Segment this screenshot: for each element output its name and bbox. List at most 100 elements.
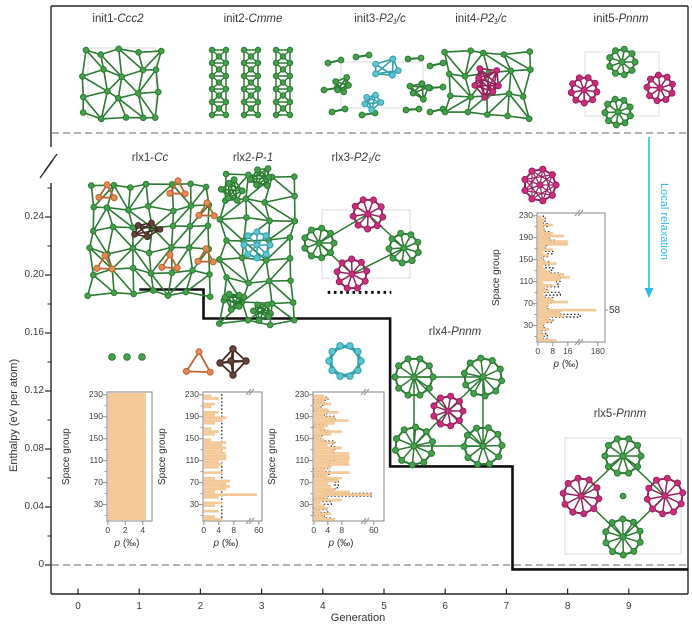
structure-label-rlx4: rlx4-Pnnm xyxy=(429,326,481,339)
x-tick-label: 3 xyxy=(258,601,265,612)
structure-label-init3: init3-P2₁/c xyxy=(354,13,406,26)
p-symbol: p xyxy=(553,359,560,370)
inset-x-tick-label: 2 xyxy=(122,525,128,535)
inset-y-tick-label: 30 xyxy=(299,498,309,509)
p-symbol: p xyxy=(114,538,121,549)
inset-x-tick-label: 60 xyxy=(369,525,379,535)
inset-y-tick-label: 110 xyxy=(519,275,533,286)
inset-x-tick-label: 0 xyxy=(105,525,111,535)
inset1-y-title: Space group xyxy=(61,428,72,485)
inset3-y-title: Space group xyxy=(267,428,278,485)
inset-y-tick-label: 30 xyxy=(93,498,103,509)
label-prefix: init5- xyxy=(593,13,619,25)
label-prefix: rlx1- xyxy=(131,152,155,164)
p-symbol: p xyxy=(213,538,220,549)
structure-rlx1 xyxy=(84,177,218,301)
label-prefix: rlx3- xyxy=(331,152,354,164)
label-spacegroup: P2₁/c xyxy=(480,13,507,25)
inset-2-bars xyxy=(203,394,258,521)
inset-x-tick-label: 4 xyxy=(216,525,222,535)
icon-brown-cluster xyxy=(216,345,250,379)
inset-y-tick-label: 110 xyxy=(185,454,199,465)
local-relaxation-label: Local relaxation xyxy=(658,183,670,261)
structure-label-init4: init4-P2₁/c xyxy=(455,13,507,26)
inset-y-tick-label: 70 xyxy=(299,476,309,487)
figure-frame xyxy=(39,5,689,595)
inset-x-tick-label: 8 xyxy=(231,525,237,535)
structure-label-rlx2: rlx2-P-1 xyxy=(233,152,273,165)
inset-x-tick-label: 0 xyxy=(535,346,541,356)
inset3-x-title: p (‰) xyxy=(316,538,366,550)
inset-y-tick-label: 70 xyxy=(523,297,533,308)
structure-label-init1: init1-Ccc2 xyxy=(92,13,143,26)
label-prefix: init1- xyxy=(92,13,118,25)
structure-init4 xyxy=(441,47,534,123)
structure-rlx2 xyxy=(216,165,299,329)
x-tick-label: 4 xyxy=(320,601,326,612)
x-tick-label: 1 xyxy=(136,601,142,612)
x-tick-label: 2 xyxy=(197,601,204,612)
inset-y-tick-label: 190 xyxy=(294,410,309,421)
enthalpy-step-line xyxy=(139,288,689,571)
structure-init5 xyxy=(567,45,676,129)
structure-label-rlx3: rlx3-P2₁/c xyxy=(331,152,380,165)
inset-4-bars xyxy=(537,215,597,342)
y-tick-label: 0.12 xyxy=(24,385,44,396)
icon-cyan-ring xyxy=(325,342,365,380)
inset-y-tick-label: 230 xyxy=(518,209,533,220)
label-spacegroup: Pnnm xyxy=(616,408,647,420)
structure-icosahedron xyxy=(521,165,560,205)
permille-unit: (‰) xyxy=(122,538,140,549)
icon-orange-triangle xyxy=(182,348,214,376)
y-tick-label: 0.20 xyxy=(24,269,44,280)
x-tick-label: 6 xyxy=(442,601,448,612)
x-tick-label: 0 xyxy=(75,601,81,612)
x-axis-title: Generation xyxy=(330,612,386,624)
y-tick-label: 0.24 xyxy=(24,211,44,222)
inset-y-tick-label: 230 xyxy=(294,388,309,399)
inset-y-tick-label: 70 xyxy=(93,476,103,487)
y-tick-label: 0.08 xyxy=(24,443,44,454)
label-spacegroup: P2₁/c xyxy=(379,13,406,25)
inset-y-tick-label: 110 xyxy=(89,454,103,465)
inset-x-tick-label: 16 xyxy=(563,346,573,356)
label-spacegroup: Cmme xyxy=(248,13,283,25)
inset4-x-title: p (‰) xyxy=(541,359,591,371)
label-prefix: init3- xyxy=(354,13,380,25)
inset-y-tick-label: 150 xyxy=(184,432,199,443)
local-relaxation-arrow xyxy=(644,137,654,298)
label-spacegroup: Pnnm xyxy=(618,13,649,25)
x-tick-label: 8 xyxy=(564,601,571,612)
inset-x-tick-label: 8 xyxy=(339,525,345,535)
spacegroup-58-annotation: 58 xyxy=(609,305,621,316)
y-tick-label: 0.04 xyxy=(24,501,44,512)
permille-unit: (‰) xyxy=(561,359,579,370)
inset-1-bars xyxy=(107,393,146,520)
inset2-y-title: Space group xyxy=(157,428,168,485)
x-tick-label: 5 xyxy=(381,601,387,612)
inset-y-tick-label: 190 xyxy=(184,410,199,421)
label-prefix: init2- xyxy=(223,13,249,25)
axis-ticks xyxy=(45,187,630,594)
inset-x-tick-label: 60 xyxy=(254,525,264,535)
label-spacegroup: P-1 xyxy=(255,152,274,164)
inset1-x-title: p (‰) xyxy=(102,538,152,550)
structure-rlx5 xyxy=(559,435,687,559)
p-symbol: p xyxy=(328,538,335,549)
label-spacegroup: Pnnm xyxy=(451,326,482,338)
structure-init3 xyxy=(320,51,447,119)
structure-label-rlx5: rlx5-Pnnm xyxy=(594,408,646,421)
label-spacegroup: Ccc2 xyxy=(117,13,144,25)
inset-y-tick-label: 150 xyxy=(88,432,103,443)
inset-x-tick-label: 180 xyxy=(590,346,605,356)
inset-3-bars xyxy=(313,394,372,521)
x-tick-label: 7 xyxy=(503,601,510,612)
y-tick-label: 0.16 xyxy=(24,327,44,338)
inset-y-tick-label: 230 xyxy=(88,388,103,399)
structure-label-init5: init5-Pnnm xyxy=(594,13,649,26)
inset-y-tick-label: 70 xyxy=(189,476,199,487)
inset-x-tick-label: 0 xyxy=(311,525,317,535)
structure-label-rlx1: rlx1-Cc xyxy=(132,152,168,165)
